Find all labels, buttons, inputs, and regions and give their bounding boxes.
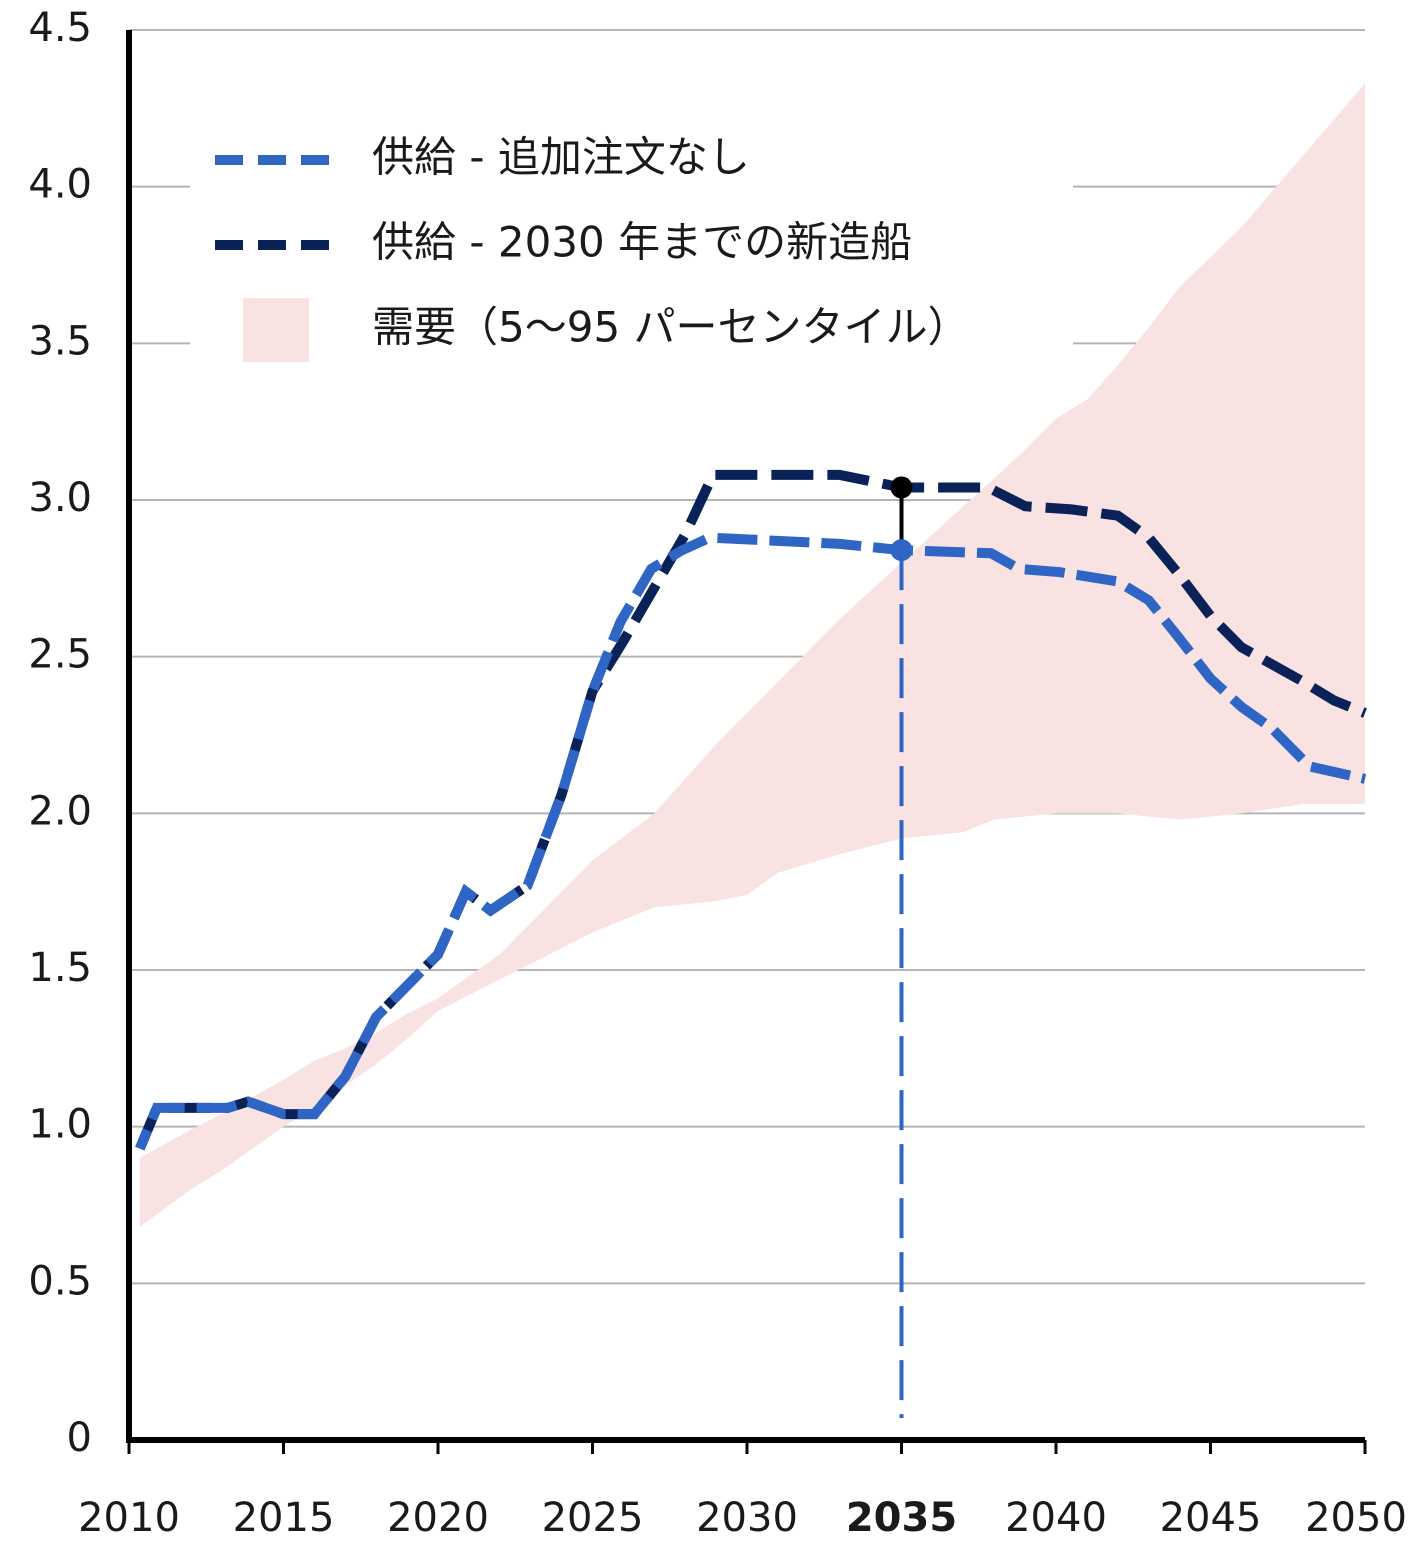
y-tick-label: 2.5: [28, 632, 92, 678]
x-tick-label: 2010: [78, 1495, 180, 1541]
y-tick-label: 2.0: [28, 788, 92, 834]
y-tick-label: 0.5: [28, 1258, 92, 1304]
x-tick-label: 2025: [542, 1495, 644, 1541]
y-tick-label: 1.0: [28, 1102, 92, 1148]
x-tick-label: 2020: [387, 1495, 489, 1541]
x-tick-label: 2050: [1305, 1495, 1407, 1541]
legend-label: 需要（5〜95 パーセンタイル）: [372, 303, 970, 352]
series-line: [135, 532, 1367, 1151]
series-line: [135, 469, 1367, 1151]
highlight-dot: [890, 539, 913, 562]
legend-background: [190, 105, 1073, 375]
demand-band: [139, 83, 1366, 1227]
x-tick-label: 2030: [696, 1495, 798, 1541]
y-tick-label: 3.5: [28, 318, 92, 364]
y-tick-label: 4.0: [28, 162, 92, 208]
x-tick-label: 2015: [233, 1495, 335, 1541]
y-tick-label: 4.5: [28, 5, 92, 51]
legend-label: 供給 - 追加注文なし: [372, 133, 750, 182]
x-tick-label: 2045: [1160, 1495, 1262, 1541]
legend-label: 供給 - 2030 年までの新造船: [372, 218, 912, 267]
y-tick-label: 1.5: [28, 945, 92, 991]
x-tick-label: 2040: [1005, 1495, 1107, 1541]
y-tick-label: 0: [67, 1415, 92, 1461]
highlight-dot: [890, 476, 913, 499]
y-tick-label: 3.0: [28, 475, 92, 521]
x-tick-label: 2035: [846, 1495, 957, 1541]
legend-swatch: [243, 298, 309, 362]
